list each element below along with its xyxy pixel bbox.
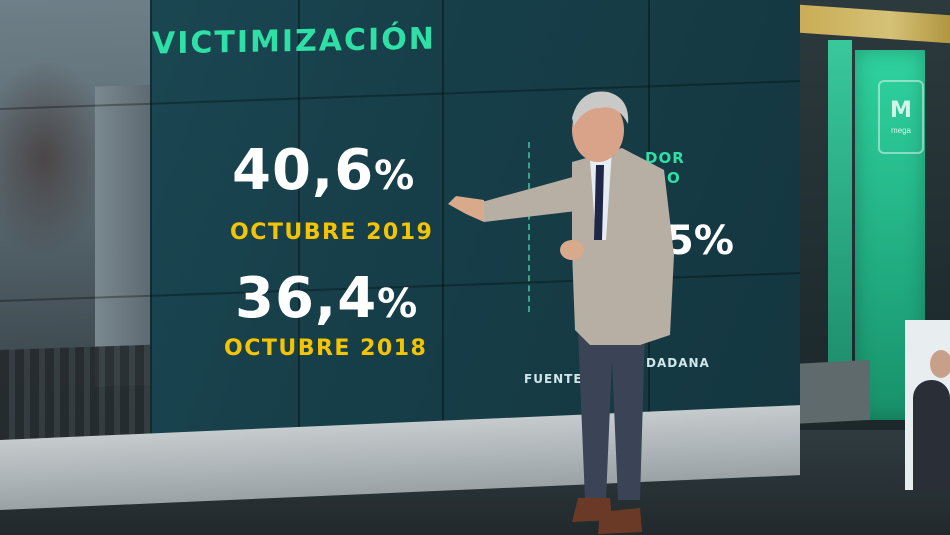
tree-silhouette: [0, 56, 110, 260]
stat-2019-value: 40,6%: [232, 138, 415, 203]
crowd: [0, 344, 150, 440]
stat-2018-number: 36,4: [235, 266, 378, 331]
right-heading-line1: DOR: [645, 149, 685, 167]
logo-text: mega: [890, 125, 911, 135]
right-heading: DOR O: [645, 148, 685, 188]
stat-2019-label: OCTUBRE 2019: [230, 220, 434, 245]
source-prefix: FUENTE:: [524, 372, 589, 386]
channel-logo: M mega: [878, 80, 924, 154]
logo-mark-icon: M: [890, 97, 912, 123]
stat-2019-number: 40,6: [232, 138, 375, 203]
screen-seam: [648, 0, 650, 478]
source-suffix: DADANA: [646, 356, 710, 370]
stat-2018-value: 36,4%: [235, 266, 418, 331]
building: [95, 84, 150, 387]
interpreter-head: [930, 350, 950, 378]
street-photo: [0, 0, 150, 501]
dashed-divider: [528, 142, 530, 312]
studio-desk: [790, 359, 870, 425]
graphic-title: VICTIMIZACIÓN: [152, 21, 436, 62]
interpreter: [913, 380, 950, 490]
right-value: 5%: [666, 218, 734, 264]
screen-seam: [150, 0, 152, 495]
stat-2019-unit: %: [374, 153, 416, 199]
green-light-panel-left: [828, 40, 852, 370]
screen-seam: [442, 0, 444, 485]
stat-2018-unit: %: [377, 281, 419, 327]
right-heading-line2: O: [667, 169, 681, 187]
stat-2018-label: OCTUBRE 2018: [224, 336, 428, 361]
